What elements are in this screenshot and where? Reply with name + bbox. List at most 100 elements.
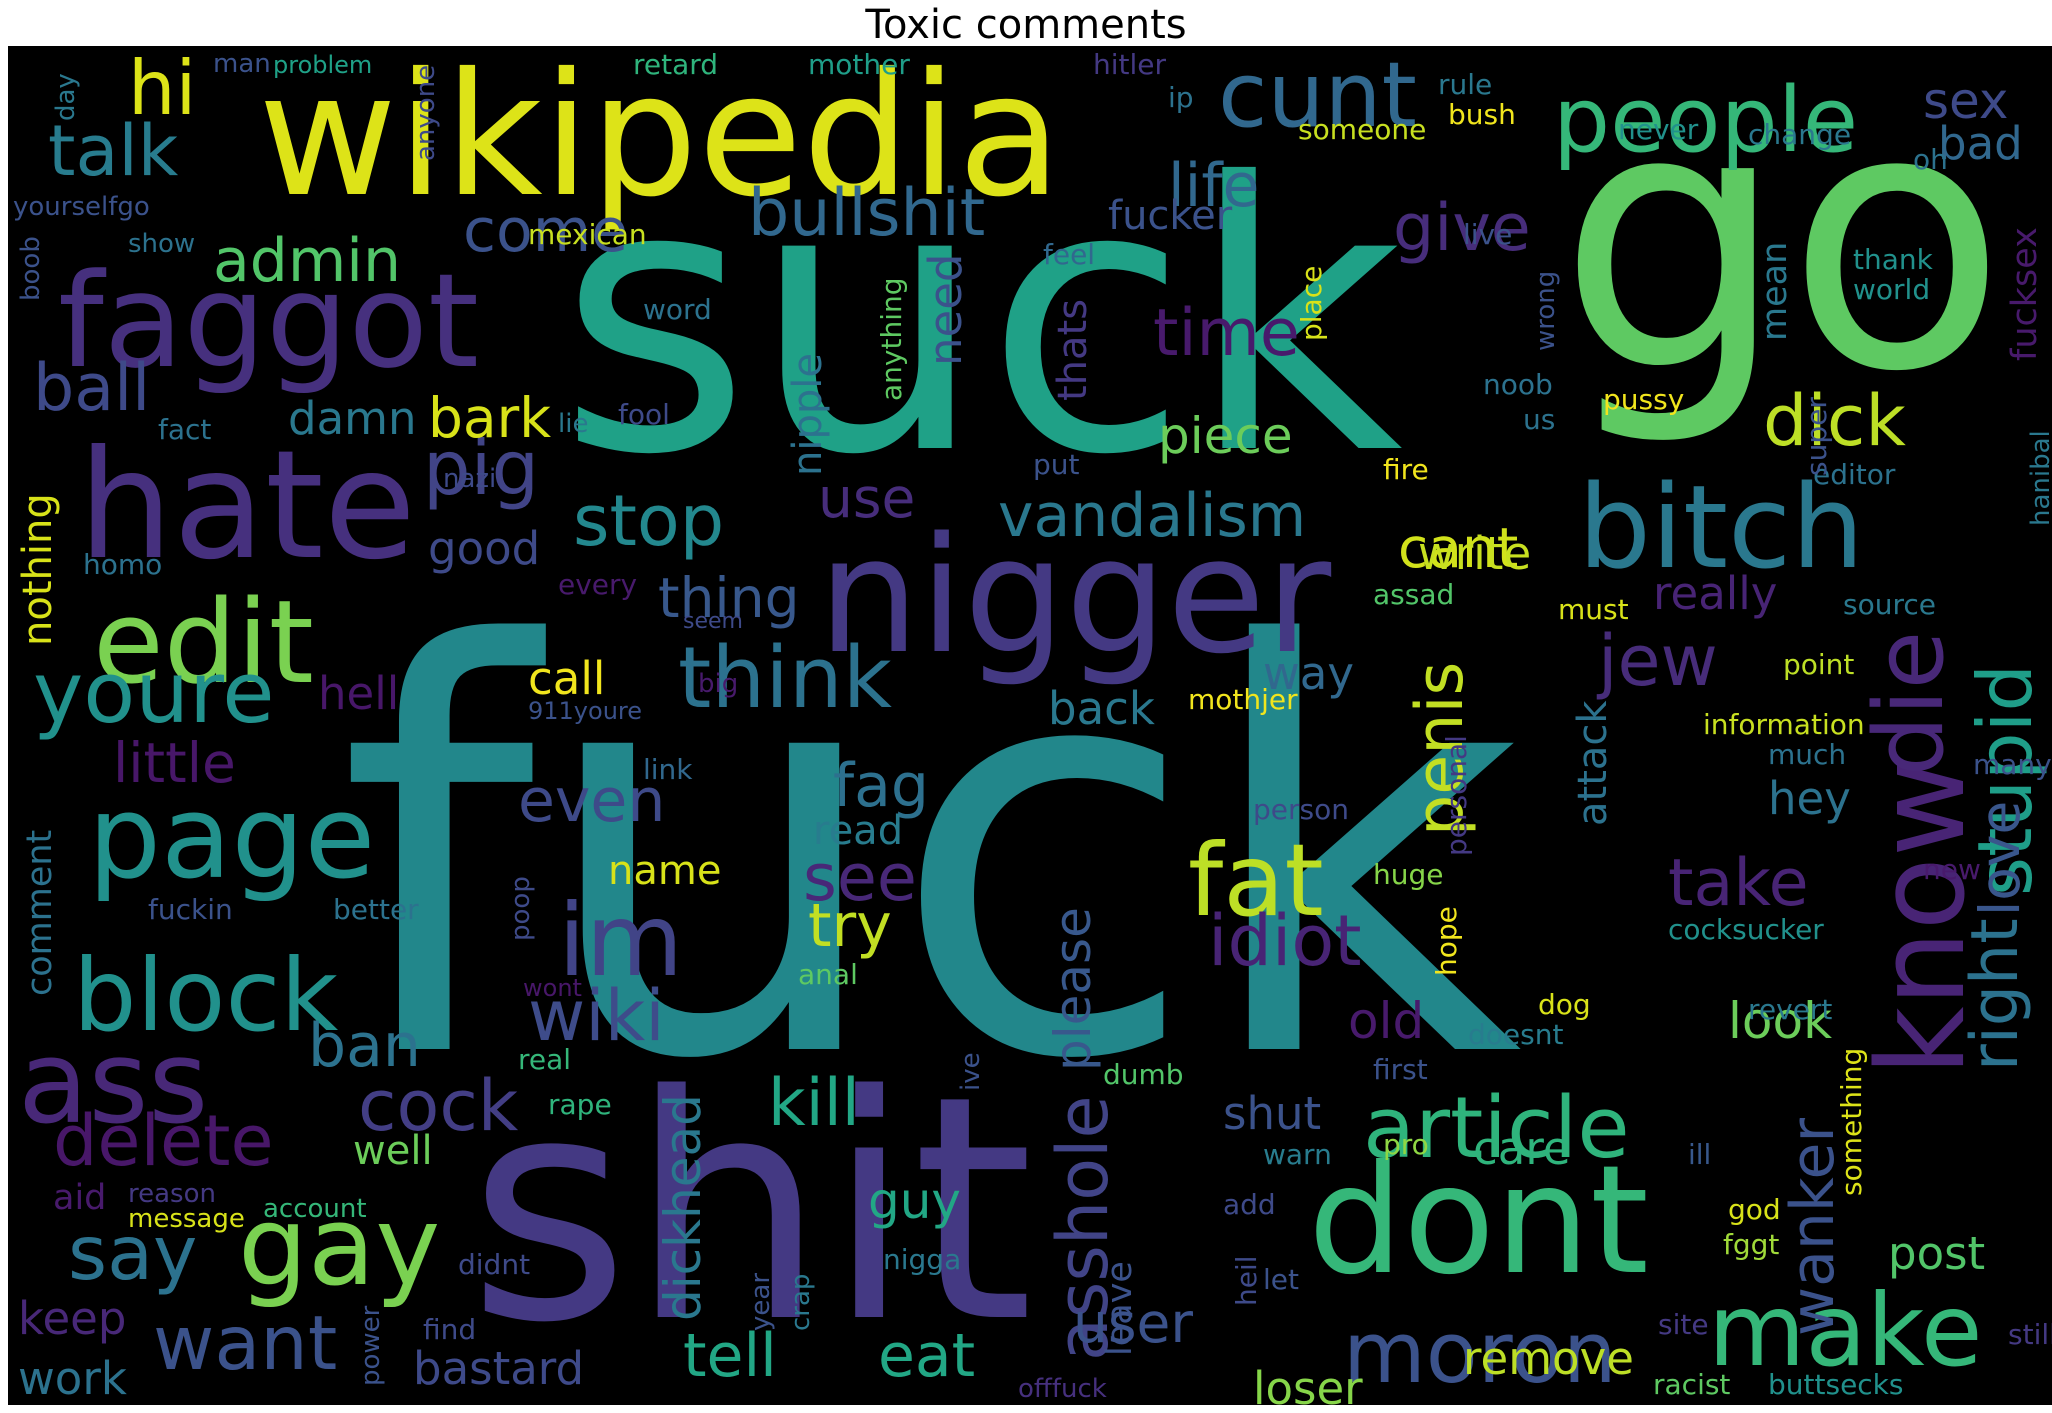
cloud-word: jew <box>1598 620 1718 702</box>
cloud-word: look <box>1728 992 1833 1050</box>
cloud-word: first <box>1373 1053 1428 1086</box>
cloud-word: bark <box>428 386 552 450</box>
cloud-word: moron <box>1343 1304 1617 1403</box>
cloud-word: show <box>128 229 196 259</box>
cloud-word: hanibal <box>2026 430 2052 526</box>
cloud-word: editor <box>1813 458 1896 491</box>
cloud-word: ive <box>956 1052 986 1091</box>
cloud-word: dickhead <box>654 1094 712 1321</box>
cloud-word: man <box>213 49 271 79</box>
cloud-word: make <box>1708 1272 1983 1389</box>
cloud-word: crap <box>786 1273 816 1331</box>
cloud-word: poop <box>506 876 536 941</box>
cloud-word: faggot <box>58 245 479 397</box>
cloud-word: retard <box>633 48 719 81</box>
cloud-word: fag <box>833 751 929 821</box>
cloud-word: dont <box>1308 1134 1649 1308</box>
cloud-word: oh <box>1913 143 1948 176</box>
cloud-word: much <box>1768 738 1847 771</box>
cloud-word: bad <box>1938 117 2023 170</box>
cloud-word: give <box>1393 191 1531 266</box>
cloud-word: day <box>51 73 81 121</box>
cloud-word: shit <box>468 1030 1034 1391</box>
cloud-word: hitler <box>1093 48 1167 81</box>
cloud-word: stop <box>573 480 725 562</box>
cloud-word: block <box>73 937 339 1054</box>
cloud-word: every <box>558 568 638 601</box>
cloud-word: never <box>1618 113 1699 146</box>
cloud-word: add <box>1223 1188 1276 1221</box>
cloud-word: need <box>919 253 972 366</box>
cloud-word: homo <box>83 548 163 581</box>
cloud-word: hope <box>1430 906 1463 976</box>
cloud-word: work <box>18 1352 127 1405</box>
cloud-word: wanker <box>1778 1117 1848 1336</box>
cloud-word: admin <box>213 226 401 296</box>
cloud-word: die <box>1855 630 1965 776</box>
cloud-word: something <box>1835 1047 1868 1196</box>
cloud-word: bastard <box>413 1342 585 1395</box>
cloud-word: hate <box>78 419 417 593</box>
chart-title: Toxic comments <box>865 2 1187 48</box>
cloud-word: aid <box>53 1178 107 1218</box>
cloud-word: comment <box>20 829 60 996</box>
cloud-word: dumb <box>1103 1058 1184 1091</box>
cloud-word: person <box>1253 793 1349 826</box>
cloud-word: boob <box>16 236 46 301</box>
cloud-word: doesnt <box>1468 1018 1564 1051</box>
cloud-word: leave <box>1100 1261 1140 1356</box>
cloud-word: find <box>423 1313 477 1346</box>
cloud-word: cunt <box>1218 46 1417 148</box>
cloud-word: ill <box>1688 1138 1712 1171</box>
cloud-word: world <box>1853 273 1931 306</box>
cloud-word: reason <box>128 1179 216 1209</box>
cloud-word: nothing <box>15 493 61 646</box>
cloud-word: suck <box>558 106 1403 536</box>
cloud-word: warn <box>1263 1138 1332 1171</box>
cloud-word: vandalism <box>998 481 1307 551</box>
cloud-word: really <box>1653 567 1778 620</box>
cloud-word: edit <box>93 576 314 710</box>
cloud-word: dick <box>1763 380 1906 462</box>
cloud-word: offfuck <box>1018 1374 1107 1404</box>
cloud-word: want <box>153 1299 338 1387</box>
cloud-word: bitch <box>1578 461 1865 595</box>
cloud-word: dog <box>1538 988 1591 1021</box>
cloud-word: way <box>1263 647 1355 700</box>
cloud-word: mean <box>1755 241 1795 341</box>
cloud-word: point <box>1783 648 1855 681</box>
cloud-word: still <box>2008 1318 2052 1351</box>
cloud-word: come <box>463 196 629 266</box>
cloud-word: attack <box>1570 700 1616 826</box>
cloud-word: cock <box>358 1065 519 1147</box>
cloud-word: many <box>1973 748 2052 781</box>
cloud-word: well <box>353 1128 433 1174</box>
cloud-word: god <box>1728 1193 1781 1226</box>
cloud-word: kill <box>768 1066 860 1141</box>
cloud-word: bullshit <box>748 176 986 251</box>
cloud-word: someone <box>1298 113 1427 146</box>
cloud-word: fuck <box>338 530 1523 1182</box>
cloud-word: fucker <box>1108 193 1233 239</box>
cloud-word: anal <box>798 958 858 991</box>
cloud-word: post <box>1888 1227 1986 1280</box>
cloud-word: fggt <box>1723 1228 1780 1261</box>
cloud-word: write <box>1418 527 1532 580</box>
cloud-word: racist <box>1653 1368 1731 1401</box>
cloud-word: yourselfgo <box>13 192 150 222</box>
cloud-word: user <box>1073 1291 1193 1355</box>
cloud-word: account <box>263 1194 367 1224</box>
cloud-word: pro <box>1383 1128 1429 1161</box>
cloud-word: nipple <box>785 353 831 476</box>
cloud-word: word <box>643 293 712 326</box>
cloud-word: thing <box>658 566 800 630</box>
cloud-word: old <box>1348 992 1425 1050</box>
cloud-word: hi <box>128 46 197 132</box>
cloud-word: gay <box>238 1182 441 1310</box>
cloud-word: information <box>1703 708 1865 741</box>
cloud-word: nigger <box>818 502 1332 689</box>
cloud-word: mother <box>808 48 910 81</box>
cloud-word: people <box>1553 68 1859 173</box>
cloud-word: better <box>333 893 419 926</box>
cloud-word: sex <box>1923 72 2009 130</box>
